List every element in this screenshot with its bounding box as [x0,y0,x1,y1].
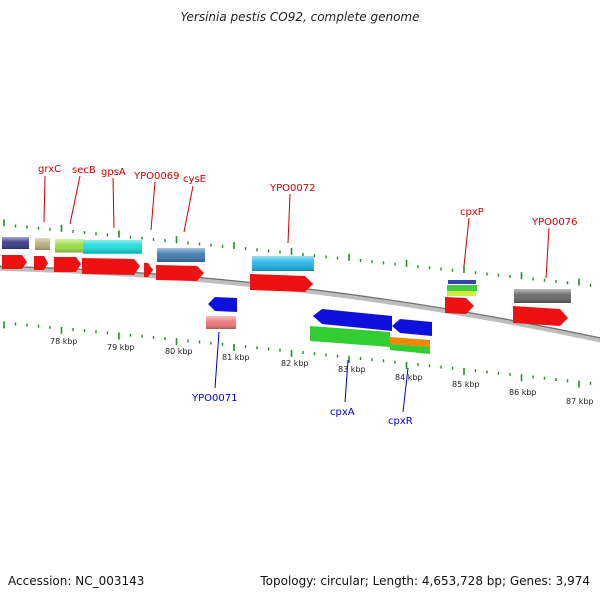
feature-cpxR-box-green[interactable] [390,344,430,354]
forward-features [2,237,571,303]
axis-label-80kbp: 80 kbp [165,347,193,356]
axis-label-86kbp: 86 kbp [509,388,537,397]
gene-arrow-cpxP[interactable] [445,297,474,314]
label-leaders [43,175,550,413]
gene-arrow-cysE[interactable] [156,265,204,281]
axis-label-85kbp: 85 kbp [452,380,480,389]
axis-labels: 78 kbp 79 kbp 80 kbp 81 kbp 82 kbp 83 kb… [50,337,594,406]
gene-labels: grxC secB gpsA YPO0069 cysE YPO0072 cpxP… [38,164,577,427]
accession-label: Accession: NC_003143 [8,574,145,588]
axis-label-81kbp: 81 kbp [222,353,250,362]
axis-label-79kbp: 79 kbp [107,343,135,352]
gene-label-secB[interactable]: secB [72,165,96,176]
lower-tick-row [3,321,592,388]
gene-label-cpxP[interactable]: cpxP [460,207,484,218]
figure-title: Yersinia pestis CO92, complete genome [180,10,420,24]
gene-arrow-YPO0072[interactable] [250,274,313,292]
gene-label-YPO0076[interactable]: YPO0076 [531,217,577,228]
gene-label-grxC[interactable]: grxC [38,164,61,175]
axis-label-83kbp: 83 kbp [338,365,366,374]
feature-cpxP-box-green[interactable] [447,285,477,291]
axis-label-87kbp: 87 kbp [566,397,594,406]
gene-arrow-cpxR[interactable] [392,319,432,336]
axis-label-78kbp: 78 kbp [50,337,78,346]
gene-arrow-gpsA-b[interactable] [82,258,140,275]
gene-arrow-grxC[interactable] [2,255,27,269]
gene-arrow-gpsA-a[interactable] [54,257,81,272]
reverse-features [206,297,432,354]
gene-label-YPO0071[interactable]: YPO0071 [191,393,237,404]
feature-cpxP-box-blue[interactable] [448,280,476,284]
feature-cpxR-box-orange[interactable] [390,337,430,347]
upper-tick-row [3,219,592,287]
gene-arrow-YPO0076[interactable] [513,306,568,326]
gene-arrow-cpxA[interactable] [313,309,392,331]
gene-label-gpsA[interactable]: gpsA [101,167,126,178]
forward-gene-arrows [2,255,568,326]
axis-label-82kbp: 82 kbp [281,359,309,368]
genome-summary: Topology: circular; Length: 4,653,728 bp… [260,574,590,588]
gene-arrow-YPO0069[interactable] [144,263,153,277]
gene-label-YPO0069[interactable]: YPO0069 [133,171,179,182]
gene-label-YPO0072[interactable]: YPO0072 [269,183,315,194]
gene-arrow-secB[interactable] [34,256,48,270]
feature-cpxA-box[interactable] [310,326,390,347]
gene-label-cpxR[interactable]: cpxR [388,416,413,427]
gene-arrow-YPO0071[interactable] [208,297,237,312]
gene-label-cysE[interactable]: cysE [183,174,206,185]
axis-label-84kbp: 84 kbp [395,373,423,382]
feature-cpxP-box-yellow[interactable] [447,291,476,296]
gene-label-cpxA[interactable]: cpxA [330,407,355,418]
